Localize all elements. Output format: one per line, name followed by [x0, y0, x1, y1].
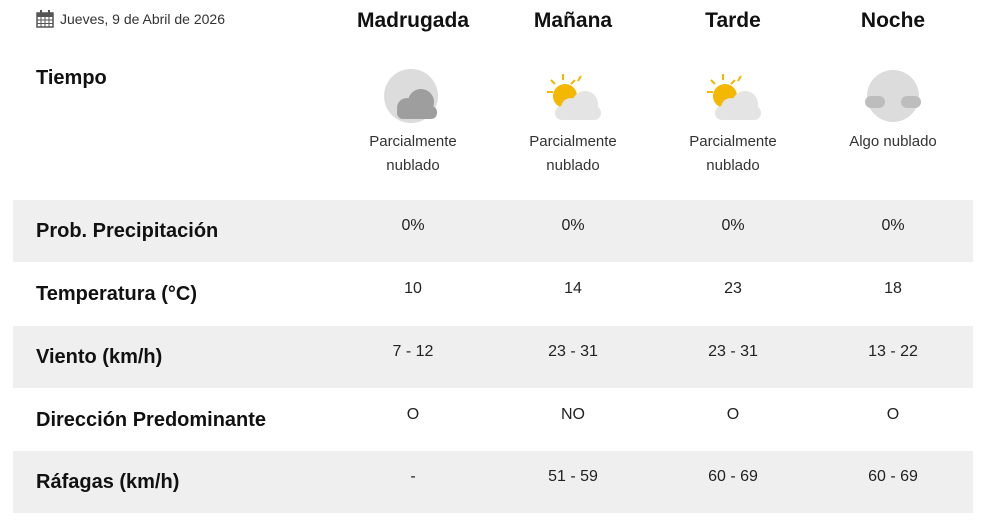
weather-noche: Algo nublado: [813, 68, 973, 154]
weather-manana: Parcialmente nublado: [493, 68, 653, 178]
sun-cloud-icon: [547, 74, 601, 120]
tiempo-label: Tiempo: [36, 67, 107, 89]
row-precipitacion: Prob. Precipitación 0% 0% 0% 0%: [13, 200, 973, 262]
calendar-icon: [36, 10, 54, 28]
date-header: Jueves, 9 de Abril de 2026: [35, 9, 225, 29]
moon-clouds-icon: [865, 70, 921, 122]
period-tarde: Tarde: [705, 9, 761, 32]
row-rafagas: Ráfagas (km/h) - 51 - 59 60 - 69 60 - 69: [13, 451, 973, 513]
period-manana: Mañana: [533, 9, 613, 32]
weather-tarde: Parcialmente nublado: [653, 68, 813, 178]
period-noche: Noche: [860, 9, 926, 32]
row-viento: Viento (km/h) 7 - 12 23 - 31 23 - 31 13 …: [13, 326, 973, 388]
sun-cloud-icon: [707, 74, 761, 120]
moon-cloud-icon: [384, 69, 438, 123]
row-temperatura: Temperatura (°C) 10 14 23 18: [36, 280, 902, 305]
date-text: Jueves, 9 de Abril de 2026: [60, 11, 226, 27]
weather-madrugada: Parcialmente nublado: [333, 68, 493, 178]
period-madrugada: Madrugada: [356, 9, 469, 32]
row-direccion: Dirección Predominante O NO O O: [36, 406, 900, 431]
